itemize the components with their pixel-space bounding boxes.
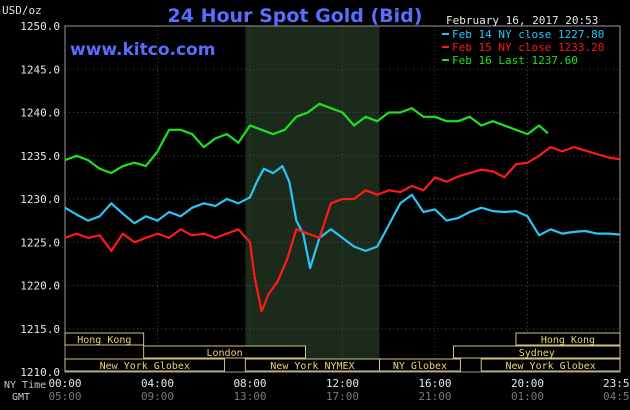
y-axis-ticks: 1250.0 1245.0 1240.0 1235.0 1230.0 1225.0 1220… (20, 20, 60, 379)
session-label: New York NYMEX (270, 361, 354, 372)
timestamp: February 16, 2017 20:53 (446, 14, 598, 27)
session-label: Hong Kong (77, 335, 131, 346)
series-lines (64, 102, 620, 313)
y-tick-label: 1235.0 (20, 150, 60, 163)
site-url: www.kitco.com (70, 40, 215, 60)
session-label: New York Globex (100, 361, 190, 372)
y-tick-label: 1250.0 (20, 20, 60, 33)
x-tick-label-ny: 08:00 (233, 377, 266, 390)
session-box (480, 358, 621, 372)
session-box (515, 332, 621, 346)
trading-sessions: Hong Kong London New York Globex New York N… (64, 332, 621, 372)
y-tick-label: 1215.0 (20, 323, 60, 336)
y-tick-label: 1220.0 (20, 280, 60, 293)
gmt-label: GMT (12, 392, 30, 403)
x-tick-label-gmt: 01:00 (511, 390, 544, 403)
legend-entry: Feb 14 NY close 1227.80 (452, 28, 604, 41)
session-bar: New York Globex (64, 358, 226, 372)
series-line-3 (64, 102, 549, 175)
session-label: Hong Kong (541, 335, 595, 346)
x-tick-label-gmt: 13:00 (233, 390, 266, 403)
y-tick-label: 1240.0 (20, 107, 60, 120)
session-label: Sydney (519, 348, 555, 359)
x-tick-label-gmt: 04:59 (603, 390, 630, 403)
session-bar: Sydney (453, 345, 621, 359)
x-tick-label-ny: 04:00 (141, 377, 174, 390)
y-tick-label: 1245.0 (20, 63, 60, 76)
series-line-2 (64, 146, 620, 313)
session-box (64, 332, 145, 346)
session-label: New York Globex (505, 361, 595, 372)
x-tick-label-ny: 12:00 (326, 377, 359, 390)
session-box (453, 345, 621, 359)
x-tick-label-ny: 00:00 (48, 377, 81, 390)
y-tick-label: 1210.0 (20, 366, 60, 379)
x-tick-label-ny: 16:00 (418, 377, 451, 390)
x-tick-label-gmt: 09:00 (141, 390, 174, 403)
session-bar: London (143, 345, 306, 359)
session-bar: New York Globex (480, 358, 621, 372)
session-label: London (207, 348, 243, 359)
x-tick-label-ny: 20:00 (511, 377, 544, 390)
session-box (64, 358, 226, 372)
series-line-1 (64, 165, 620, 270)
chart-title: 24 Hour Spot Gold (Bid) (168, 5, 423, 27)
legend-entry: Feb 15 NY close 1233.20 (452, 41, 604, 54)
plot-frame (64, 25, 621, 373)
session-box (379, 358, 461, 372)
ny-time-label: NY Time (4, 380, 46, 391)
session-bar: Hong Kong (515, 332, 621, 346)
x-tick-label-gmt: 05:00 (48, 390, 81, 403)
y-tick-label: 1230.0 (20, 193, 60, 206)
y-tick-label: 1225.0 (20, 236, 60, 249)
x-tick-label-gmt: 17:00 (326, 390, 359, 403)
x-tick-label-gmt: 21:00 (418, 390, 451, 403)
legend-entry: Feb 16 Last 1237.60 (452, 54, 578, 67)
session-bar: Hong Kong (64, 332, 145, 346)
y-axis-label: USD/oz (2, 4, 42, 17)
x-tick-label-ny: 23:59 (603, 377, 630, 390)
session-bar: NY Globex (379, 358, 461, 372)
session-box (143, 345, 306, 359)
session-label: NY Globex (393, 361, 447, 372)
session-bar: New York NYMEX (244, 358, 380, 372)
